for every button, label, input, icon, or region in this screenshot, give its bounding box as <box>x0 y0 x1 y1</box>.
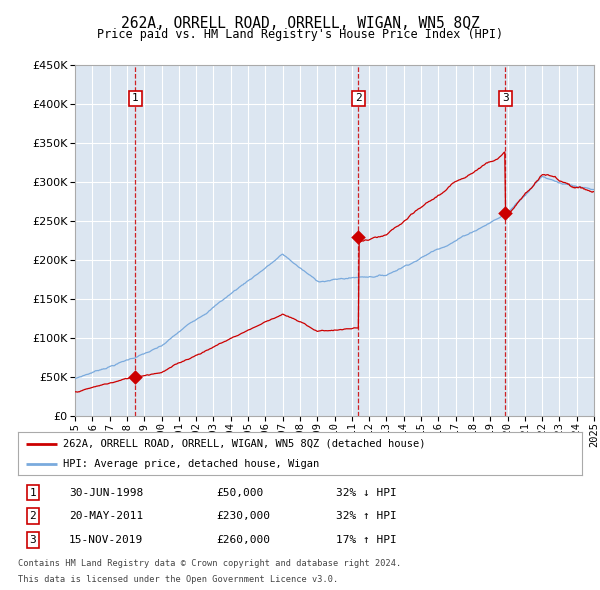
Text: £230,000: £230,000 <box>216 512 270 521</box>
Text: 2: 2 <box>355 93 362 103</box>
Text: 15-NOV-2019: 15-NOV-2019 <box>69 535 143 545</box>
Text: 262A, ORRELL ROAD, ORRELL, WIGAN, WN5 8QZ: 262A, ORRELL ROAD, ORRELL, WIGAN, WN5 8Q… <box>121 16 479 31</box>
Point <box>500 208 510 218</box>
Text: Price paid vs. HM Land Registry's House Price Index (HPI): Price paid vs. HM Land Registry's House … <box>97 28 503 41</box>
Text: £260,000: £260,000 <box>216 535 270 545</box>
Text: HPI: Average price, detached house, Wigan: HPI: Average price, detached house, Wiga… <box>63 459 319 469</box>
Text: Contains HM Land Registry data © Crown copyright and database right 2024.: Contains HM Land Registry data © Crown c… <box>18 559 401 568</box>
Text: 262A, ORRELL ROAD, ORRELL, WIGAN, WN5 8QZ (detached house): 262A, ORRELL ROAD, ORRELL, WIGAN, WN5 8Q… <box>63 439 425 449</box>
Text: 3: 3 <box>502 93 509 103</box>
Text: This data is licensed under the Open Government Licence v3.0.: This data is licensed under the Open Gov… <box>18 575 338 585</box>
Text: 30-JUN-1998: 30-JUN-1998 <box>69 488 143 497</box>
Text: 20-MAY-2011: 20-MAY-2011 <box>69 512 143 521</box>
Text: £50,000: £50,000 <box>216 488 263 497</box>
Text: 1: 1 <box>132 93 139 103</box>
Text: 2: 2 <box>29 512 37 521</box>
Text: 32% ↓ HPI: 32% ↓ HPI <box>336 488 397 497</box>
Text: 32% ↑ HPI: 32% ↑ HPI <box>336 512 397 521</box>
Text: 17% ↑ HPI: 17% ↑ HPI <box>336 535 397 545</box>
Text: 3: 3 <box>29 535 37 545</box>
Text: 1: 1 <box>29 488 37 497</box>
Point <box>353 232 363 241</box>
Point <box>131 372 140 382</box>
